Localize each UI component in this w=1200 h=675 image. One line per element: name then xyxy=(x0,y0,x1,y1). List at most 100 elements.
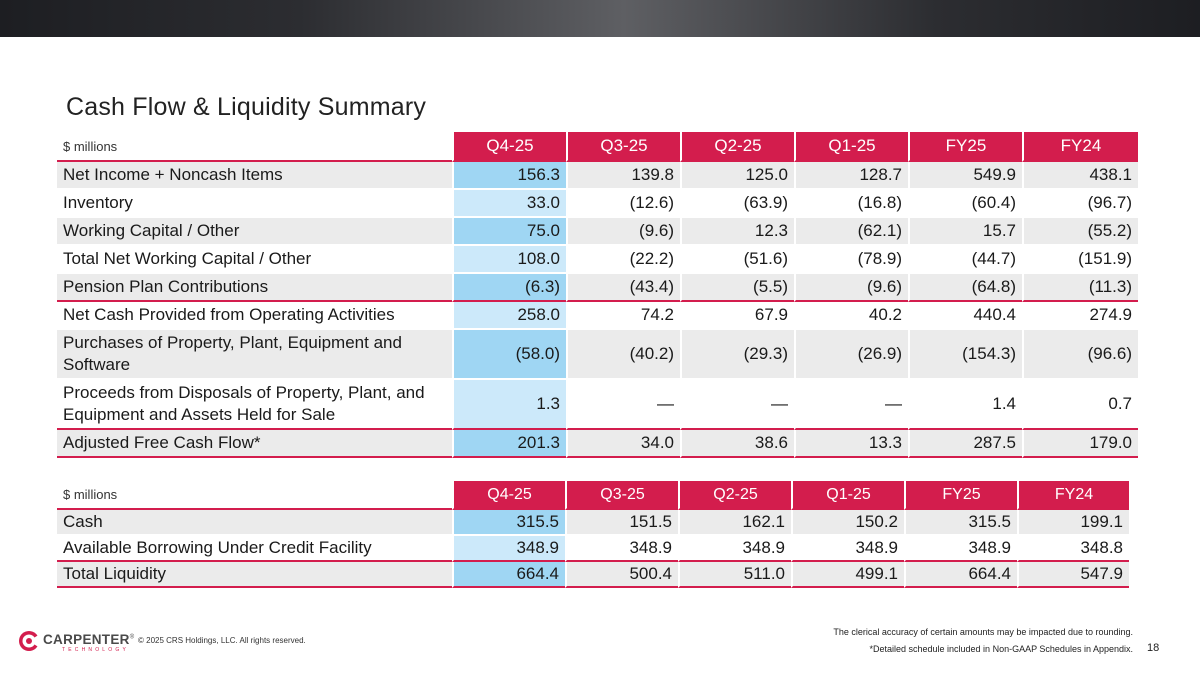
table-cell: 274.9 xyxy=(1022,302,1138,330)
table-cell: 440.4 xyxy=(908,302,1022,330)
company-logo: CARPENTER® TECHNOLOGY xyxy=(18,630,134,654)
table-cell: (63.9) xyxy=(680,190,794,218)
table-cell: (5.5) xyxy=(680,274,794,302)
row-label: Total Liquidity xyxy=(57,562,452,588)
column-header: FY24 xyxy=(1022,132,1138,162)
logo-mark-icon xyxy=(19,631,40,651)
schedule-note: *Detailed schedule included in Non-GAAP … xyxy=(869,644,1133,654)
table-cell: 664.4 xyxy=(904,562,1017,588)
table-cell: (29.3) xyxy=(680,330,794,380)
row-label: Purchases of Property, Plant, Equipment … xyxy=(57,330,452,380)
top-banner xyxy=(0,0,1200,37)
table-cell: 128.7 xyxy=(794,162,908,190)
table-cell: (12.6) xyxy=(566,190,680,218)
table-cell: 511.0 xyxy=(678,562,791,588)
table-row: Total Liquidity 664.4 500.4 511.0 499.1 664.4… xyxy=(57,562,1129,588)
table-row: Adjusted Free Cash Flow* 201.3 34.0 38.6 13.… xyxy=(57,430,1138,458)
table-cell: (55.2) xyxy=(1022,218,1138,246)
table-cell: 664.4 xyxy=(452,562,565,588)
table-cell: (44.7) xyxy=(908,246,1022,274)
table-cell: 125.0 xyxy=(680,162,794,190)
table-cell: (9.6) xyxy=(794,274,908,302)
table-cell: 151.5 xyxy=(565,510,678,536)
table-row: Cash 315.5 151.5 162.1 150.2 315.5 199.1 xyxy=(57,510,1129,536)
column-header: Q1-25 xyxy=(794,132,908,162)
table-cell: 162.1 xyxy=(678,510,791,536)
table-row: Working Capital / Other 75.0 (9.6) 12.3 (62.… xyxy=(57,218,1138,246)
cash-flow-table: $ millions Q4-25 Q3-25 Q2-25 Q1-25 FY25 … xyxy=(57,132,1138,458)
table-cell: 287.5 xyxy=(908,430,1022,458)
table-cell: (11.3) xyxy=(1022,274,1138,302)
column-header: Q1-25 xyxy=(791,481,904,510)
table-row: Proceeds from Disposals of Property, Pla… xyxy=(57,380,1138,430)
column-header: Q4-25 xyxy=(452,132,566,162)
unit-label: $ millions xyxy=(57,132,452,162)
table-cell: 33.0 xyxy=(452,190,566,218)
table-cell: 74.2 xyxy=(566,302,680,330)
table-cell: 549.9 xyxy=(908,162,1022,190)
table-cell: (22.2) xyxy=(566,246,680,274)
table-cell: 258.0 xyxy=(452,302,566,330)
table-cell: (64.8) xyxy=(908,274,1022,302)
page-number: 18 xyxy=(1147,642,1160,654)
table-cell: 348.9 xyxy=(452,536,565,562)
table-cell: (154.3) xyxy=(908,330,1022,380)
column-header: FY25 xyxy=(904,481,1017,510)
table-cell: 12.3 xyxy=(680,218,794,246)
table-cell: 348.8 xyxy=(1017,536,1129,562)
table-cell: 139.8 xyxy=(566,162,680,190)
table-row: Total Net Working Capital / Other 108.0 (2… xyxy=(57,246,1138,274)
table-cell: 13.3 xyxy=(794,430,908,458)
table-cell: 34.0 xyxy=(566,430,680,458)
table-cell: (9.6) xyxy=(566,218,680,246)
table-cell: (151.9) xyxy=(1022,246,1138,274)
copyright-text: © 2025 CRS Holdings, LLC. All rights res… xyxy=(138,636,306,645)
table-cell: 348.9 xyxy=(904,536,1017,562)
row-label: Proceeds from Disposals of Property, Pla… xyxy=(57,380,452,430)
table-cell: 179.0 xyxy=(1022,430,1138,458)
column-header: Q3-25 xyxy=(566,132,680,162)
table-cell: 1.3 xyxy=(452,380,566,430)
table-cell: 38.6 xyxy=(680,430,794,458)
table-cell: 499.1 xyxy=(791,562,904,588)
logo-wordmark: CARPENTER® xyxy=(43,632,135,647)
table-cell: (60.4) xyxy=(908,190,1022,218)
table-cell: (6.3) xyxy=(452,274,566,302)
table-cell: — xyxy=(680,380,794,430)
table-row: Pension Plan Contributions (6.3) (43.4) (5.… xyxy=(57,274,1138,302)
column-header: FY24 xyxy=(1017,481,1129,510)
table-cell: — xyxy=(794,380,908,430)
table-cell: 1.4 xyxy=(908,380,1022,430)
unit-label: $ millions xyxy=(57,481,452,510)
table-cell: 348.9 xyxy=(678,536,791,562)
table-row: Net Cash Provided from Operating Activit… xyxy=(57,302,1138,330)
row-label: Total Net Working Capital / Other xyxy=(57,246,452,274)
table-cell: (96.7) xyxy=(1022,190,1138,218)
table-cell: 348.9 xyxy=(565,536,678,562)
table-cell: 15.7 xyxy=(908,218,1022,246)
table-cell: 348.9 xyxy=(791,536,904,562)
table-cell: (78.9) xyxy=(794,246,908,274)
table-cell: 67.9 xyxy=(680,302,794,330)
table-cell: (43.4) xyxy=(566,274,680,302)
column-header: Q4-25 xyxy=(452,481,565,510)
table-cell: (51.6) xyxy=(680,246,794,274)
column-header: FY25 xyxy=(908,132,1022,162)
table-cell: (26.9) xyxy=(794,330,908,380)
table-row: Purchases of Property, Plant, Equipment … xyxy=(57,330,1138,380)
table-cell: 201.3 xyxy=(452,430,566,458)
table-cell: 108.0 xyxy=(452,246,566,274)
column-header: Q2-25 xyxy=(680,132,794,162)
table-cell: (96.6) xyxy=(1022,330,1138,380)
row-label: Inventory xyxy=(57,190,452,218)
table-cell: (58.0) xyxy=(452,330,566,380)
page-title: Cash Flow & Liquidity Summary xyxy=(66,93,427,121)
table-cell: 547.9 xyxy=(1017,562,1129,588)
row-label: Cash xyxy=(57,510,452,536)
table-cell: 156.3 xyxy=(452,162,566,190)
table-cell: 315.5 xyxy=(452,510,565,536)
table-row: Available Borrowing Under Credit Facilit… xyxy=(57,536,1129,562)
column-header: Q3-25 xyxy=(565,481,678,510)
table-row: Net Income + Noncash Items 156.3 139.8 125.… xyxy=(57,162,1138,190)
table-cell: (40.2) xyxy=(566,330,680,380)
